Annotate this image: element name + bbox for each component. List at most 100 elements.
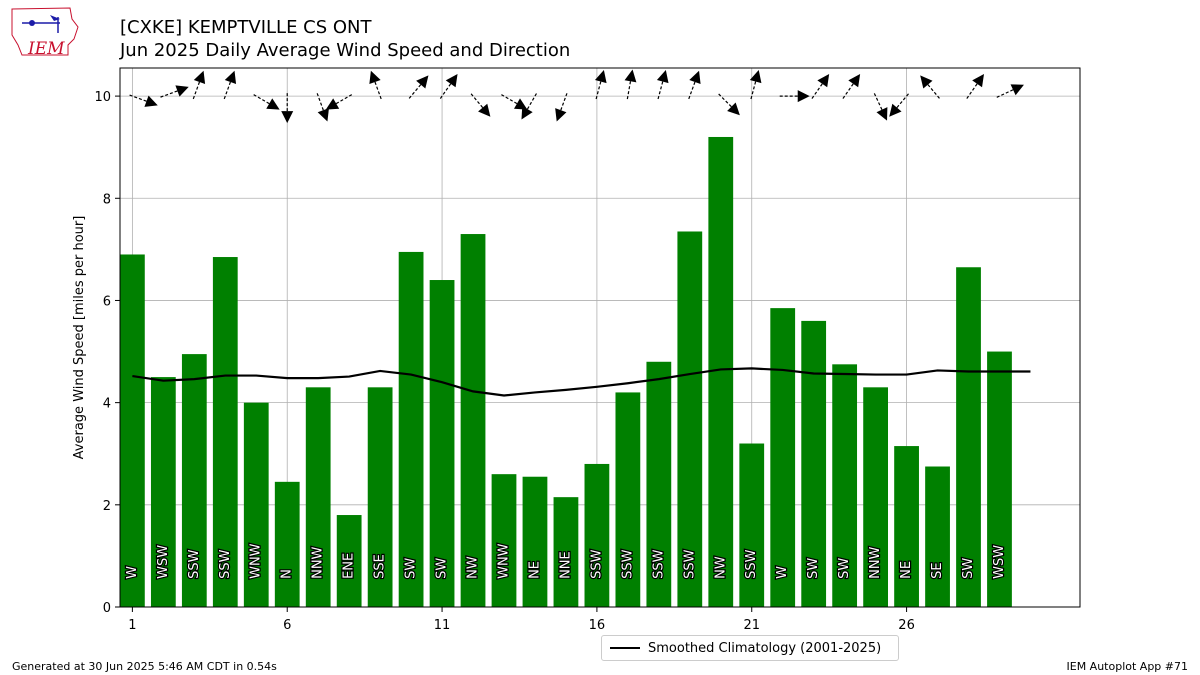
wind-arrow-day-9 — [369, 70, 382, 100]
wind-arrow-day-29 — [996, 84, 1024, 98]
wind-arrow-day-17 — [624, 69, 637, 100]
direction-label-day-16: SSW — [589, 549, 604, 579]
direction-label-day-4: SSW — [218, 549, 233, 579]
bar-day-8 — [336, 515, 362, 607]
wind-arrow-day-6 — [281, 93, 294, 124]
bar-day-6 — [274, 481, 300, 607]
direction-label-day-1: W — [125, 566, 140, 579]
direction-label-day-22: W — [775, 566, 790, 579]
footer-app: IEM Autoplot App #71 — [1066, 660, 1189, 673]
wind-arrow-day-22 — [779, 90, 810, 103]
wind-arrow-day-1 — [129, 94, 158, 107]
y-tick-label-4: 8 — [103, 192, 111, 207]
bar-day-2 — [150, 377, 176, 607]
direction-label-day-28: SW — [961, 558, 976, 579]
direction-label-day-5: WNW — [249, 543, 264, 579]
direction-label-day-14: NE — [527, 561, 542, 579]
bar-day-28 — [956, 267, 981, 607]
wind-arrow-day-10 — [408, 75, 429, 99]
bar-day-9 — [367, 387, 393, 607]
climatology-line-group — [132, 367, 1031, 397]
bar-day-25 — [863, 387, 888, 607]
wind-arrow-day-3 — [192, 70, 206, 100]
direction-label-day-19: SSW — [682, 549, 697, 579]
y-tick-label-1: 2 — [103, 499, 111, 514]
x-tick-label-0: 1 — [128, 618, 136, 633]
x-tick-label-2: 11 — [434, 618, 451, 633]
y-tick-label-2: 4 — [103, 397, 111, 412]
wind-arrow-day-21 — [749, 70, 762, 100]
direction-label-day-24: SW — [837, 558, 852, 579]
direction-label-day-27: SE — [930, 562, 945, 578]
wind-arrow-day-24 — [842, 73, 861, 99]
y-tick-label-3: 6 — [103, 294, 111, 309]
bar-day-4 — [212, 257, 238, 607]
bar-day-26 — [894, 446, 919, 607]
bar-day-15 — [553, 497, 579, 607]
bar-day-5 — [243, 402, 269, 607]
wind-arrow-day-4 — [223, 70, 237, 100]
bar-day-22 — [770, 308, 796, 607]
chart-subtitle: Jun 2025 Daily Average Wind Speed and Di… — [120, 40, 571, 61]
bar-day-29 — [987, 351, 1012, 607]
chart-title: [CXKE] KEMPTVILLE CS ONT — [120, 17, 372, 38]
direction-label-day-17: SSW — [620, 549, 635, 579]
wind-arrow-day-23 — [811, 73, 830, 99]
bar-day-19 — [677, 231, 703, 607]
direction-label-day-7: NNW — [311, 546, 326, 578]
wind-arrow-day-18 — [656, 70, 669, 100]
direction-label-day-15: NNE — [558, 551, 573, 579]
bars — [120, 136, 1012, 607]
wind-arrow-day-27 — [920, 75, 940, 99]
wind-arrow-day-12 — [470, 93, 491, 117]
wind-arrow-day-20 — [718, 93, 740, 116]
y-axis-label: Average Wind Speed [miles per hour] — [72, 216, 87, 460]
wind-arrow-day-19 — [688, 70, 701, 100]
direction-label-day-9: SSE — [373, 554, 388, 579]
direction-label-day-23: SW — [806, 558, 821, 579]
plot-frame — [119, 67, 1081, 608]
direction-label-day-6: N — [280, 569, 295, 579]
bar-day-7 — [305, 387, 331, 607]
wind-arrow-day-16 — [594, 70, 607, 100]
y-tick-label-0: 0 — [103, 601, 111, 616]
bar-day-1 — [120, 254, 145, 607]
footer-generated: Generated at 30 Jun 2025 5:46 AM CDT in … — [12, 660, 277, 673]
direction-label-day-26: NE — [899, 561, 914, 579]
bar-day-21 — [739, 443, 765, 607]
bar-day-18 — [646, 361, 672, 607]
wind-arrow-day-13 — [501, 94, 528, 110]
direction-label-day-8: ENE — [342, 553, 357, 579]
legend-line-swatch — [610, 647, 640, 649]
bar-day-23 — [801, 320, 827, 607]
x-tick-label-1: 6 — [283, 618, 291, 633]
x-tick-label-3: 16 — [589, 618, 606, 633]
direction-label-day-18: SSW — [651, 549, 666, 579]
bar-day-17 — [615, 392, 641, 607]
bar-day-12 — [460, 234, 486, 607]
direction-label-day-12: NW — [466, 556, 481, 579]
wind-arrow-day-15 — [555, 93, 568, 122]
x-tick-label-5: 26 — [898, 618, 915, 633]
wind-arrow-day-25 — [873, 93, 888, 121]
bar-day-20 — [708, 136, 734, 607]
wind-arrows — [129, 69, 1024, 124]
bar-day-16 — [584, 463, 610, 607]
x-tick-label-4: 21 — [743, 618, 760, 633]
direction-label-day-21: SSW — [744, 549, 759, 579]
wind-arrow-day-5 — [253, 94, 280, 110]
wind-arrow-day-7 — [316, 93, 329, 122]
wind-arrow-day-2 — [160, 85, 189, 98]
iem-logo-icon — [11, 7, 79, 56]
bar-day-24 — [832, 364, 858, 607]
direction-label-day-25: NNW — [868, 546, 883, 578]
direction-label-day-11: SW — [435, 558, 450, 579]
logo-text: IEM — [28, 39, 65, 59]
wind-arrow-day-28 — [966, 73, 985, 99]
legend-label: Smoothed Climatology (2001-2025) — [648, 640, 882, 656]
bar-day-11 — [429, 280, 455, 607]
direction-label-day-20: NW — [713, 556, 728, 579]
wind-arrow-day-14 — [521, 93, 537, 120]
bar-day-13 — [491, 474, 517, 607]
